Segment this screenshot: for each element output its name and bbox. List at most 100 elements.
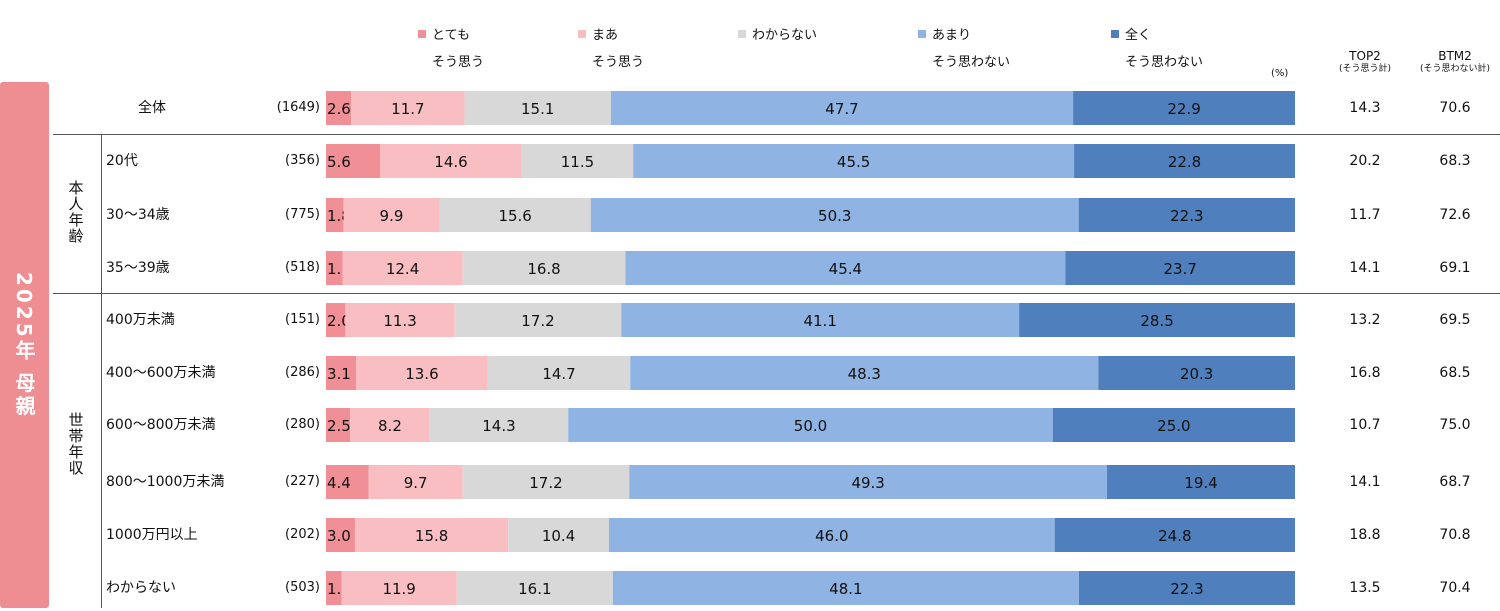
bar-label-strongly-disagree-row-4: 28.5 (1140, 312, 1173, 330)
legend-swatch-disagree (918, 30, 926, 38)
row-btm2-income-1000-plus: 70.8 (1439, 527, 1471, 543)
bar-segment-disagree-row-2 (590, 198, 1079, 232)
bar-label-agree-row-8: 15.8 (415, 527, 448, 545)
bar-segment-agree-row-7 (368, 465, 463, 499)
legend-label-disagree-1: あまり (932, 28, 972, 43)
bar-label-strongly-disagree-row-3: 23.7 (1163, 260, 1196, 278)
row-label-income-400-600: 400～600万未満 (106, 365, 216, 381)
bar-label-dont-know-row-5: 14.7 (542, 365, 575, 383)
bar-label-very-agree-row-1: 5.6 (327, 153, 351, 171)
bar-label-very-agree-row-0: 2.6 (327, 100, 351, 118)
row-btm2-age-35-39: 69.1 (1439, 260, 1471, 276)
bar-segment-agree-row-1 (380, 144, 522, 178)
bar-segment-very-agree-row-3 (326, 251, 343, 285)
bar-label-dont-know-row-9: 16.1 (518, 580, 551, 598)
bar-label-very-agree-row-4: 2.0 (327, 312, 351, 330)
row-n-income-1000-plus: (202) (285, 527, 320, 542)
row-btm2-income-unknown: 70.4 (1439, 580, 1471, 596)
legend-label-very-agree-1: とても (432, 28, 470, 43)
row-n-age-35-39: (518) (285, 260, 320, 275)
row-top2-age-30-34: 11.7 (1349, 207, 1381, 223)
row-n-income-unknown: (503) (285, 580, 320, 595)
bar-segment-disagree-row-0 (610, 91, 1074, 125)
bar-label-strongly-disagree-row-2: 22.3 (1170, 207, 1203, 225)
legend-agree: まあ そう思う (578, 22, 644, 76)
row-label-age-20s: 20代 (106, 153, 138, 169)
legend-label-very-agree-2: そう思う (432, 55, 485, 70)
group-label-age: 本人年齢 (66, 180, 85, 244)
bar-segment-very-agree-row-7 (326, 465, 369, 499)
bar-label-disagree-row-3: 45.4 (829, 260, 862, 278)
row-top2-income-800-1000: 14.1 (1349, 474, 1381, 490)
top2-header-label: TOP2 (1349, 49, 1381, 63)
bar-segment-disagree-row-5 (630, 356, 1099, 390)
row-label-income-600-800: 600～800万未満 (106, 417, 216, 433)
bar-label-disagree-row-8: 46.0 (815, 527, 848, 545)
divider-total (53, 134, 1500, 135)
bar-label-very-agree-row-8: 3.0 (327, 527, 351, 545)
row-top2-income-600-800: 10.7 (1349, 417, 1381, 433)
row-label-age-35-39: 35～39歳 (106, 260, 170, 276)
bar-label-disagree-row-4: 41.1 (803, 312, 836, 330)
top2-header: TOP2 (そう思う計) (1325, 48, 1405, 75)
bar-segment-strongly-disagree-row-1 (1074, 144, 1295, 178)
legend-swatch-strongly-disagree (1111, 30, 1119, 38)
btm2-header: BTM2 (そう思わない計) (1415, 48, 1495, 75)
bar-segment-dont-know-row-8 (508, 518, 609, 552)
bar-label-disagree-row-5: 48.3 (848, 365, 881, 383)
bar-label-dont-know-row-8: 10.4 (542, 527, 575, 545)
bar-segment-agree-row-9 (341, 571, 457, 605)
bar-label-strongly-disagree-row-1: 22.8 (1168, 153, 1201, 171)
bar-segment-agree-row-2 (343, 198, 440, 232)
bar-segment-strongly-disagree-row-3 (1065, 251, 1295, 285)
bar-label-agree-row-6: 8.2 (378, 417, 402, 435)
legend-strongly-disagree: 全く そう思わない (1111, 22, 1203, 76)
bar-label-agree-row-5: 13.6 (405, 365, 438, 383)
row-n-age-20s: (356) (285, 153, 320, 168)
row-n-income-600-800: (280) (285, 417, 320, 432)
row-label-income-unknown: わからない (106, 580, 176, 596)
legend-label-disagree-2: そう思わない (932, 55, 1011, 70)
row-n-income-under-400: (151) (285, 312, 320, 327)
row-top2-income-1000-plus: 18.8 (1349, 527, 1381, 543)
bar-segment-very-agree-row-4 (326, 303, 346, 337)
row-n-total: (1649) (276, 100, 320, 115)
row-btm2-total: 70.6 (1439, 100, 1471, 116)
bar-segment-disagree-row-1 (633, 144, 1075, 178)
row-n-income-800-1000: (227) (285, 474, 320, 489)
divider-age (53, 293, 1500, 294)
bar-segment-strongly-disagree-row-6 (1052, 408, 1295, 442)
row-top2-income-under-400: 13.2 (1349, 312, 1381, 328)
bar-segment-very-agree-row-2 (326, 198, 344, 232)
bar-segment-very-agree-row-0 (326, 91, 352, 125)
bar-label-strongly-disagree-row-5: 20.3 (1180, 365, 1213, 383)
unit-label: (%) (1271, 68, 1289, 79)
bar-segment-dont-know-row-2 (439, 198, 591, 232)
side-band-label: 2025年 母親 (12, 271, 36, 419)
row-top2-income-unknown: 13.5 (1349, 580, 1381, 596)
bar-label-agree-row-1: 14.6 (434, 153, 467, 171)
bar-segment-disagree-row-8 (608, 518, 1055, 552)
bar-segment-strongly-disagree-row-2 (1078, 198, 1295, 232)
row-label-age-30-34: 30～34歳 (106, 207, 170, 223)
legend-swatch-agree (578, 30, 586, 38)
bar-segment-strongly-disagree-row-4 (1019, 303, 1295, 337)
row-top2-age-35-39: 14.1 (1349, 260, 1381, 276)
row-label-income-800-1000: 800～1000万未満 (106, 474, 225, 490)
bar-label-dont-know-row-1: 11.5 (561, 153, 594, 171)
bar-label-disagree-row-1: 45.5 (837, 153, 870, 171)
bar-label-disagree-row-6: 50.0 (794, 417, 827, 435)
legend-swatch-dont-know (738, 30, 746, 38)
legend-label-strongly-disagree-2: そう思わない (1125, 55, 1204, 70)
bar-segment-agree-row-8 (355, 518, 509, 552)
divider-vertical (101, 134, 102, 608)
row-btm2-income-under-400: 69.5 (1439, 312, 1471, 328)
bar-segment-strongly-disagree-row-8 (1054, 518, 1295, 552)
bar-label-dont-know-row-3: 16.8 (527, 260, 560, 278)
bar-label-disagree-row-0: 47.7 (825, 100, 858, 118)
bar-segment-agree-row-3 (342, 251, 463, 285)
bar-label-agree-row-9: 11.9 (382, 580, 415, 598)
bar-label-dont-know-row-4: 17.2 (521, 312, 554, 330)
row-top2-age-20s: 20.2 (1349, 153, 1381, 169)
